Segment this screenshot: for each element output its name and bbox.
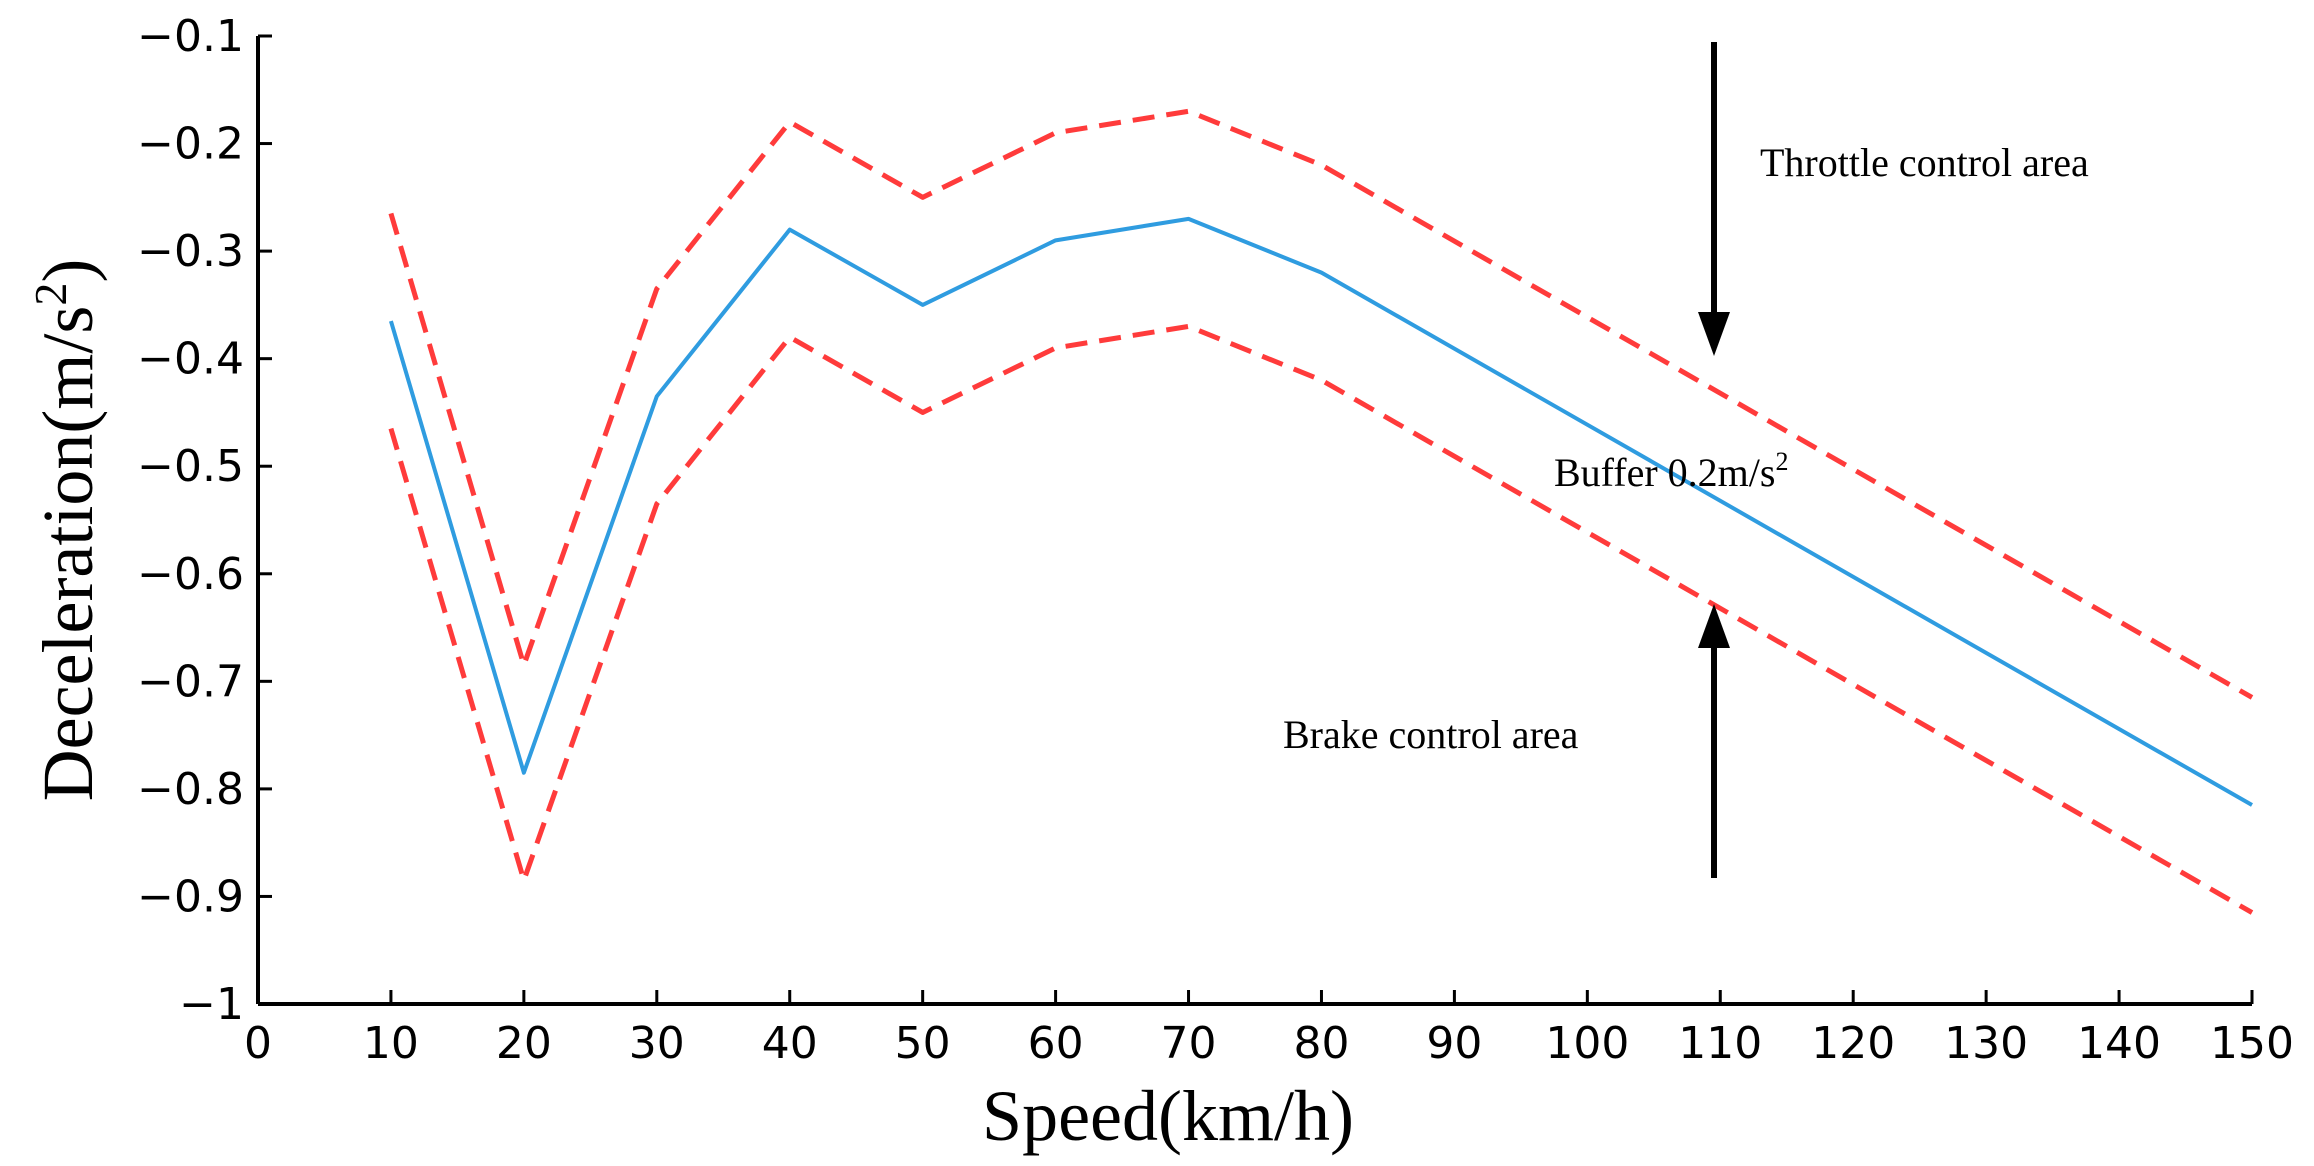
x-tick-label: 120: [1811, 1018, 1895, 1069]
x-tick-label: 130: [1944, 1018, 2028, 1069]
y-tick-label: −1: [179, 979, 244, 1030]
x-tick-label: 60: [1028, 1018, 1084, 1069]
throttle-arrow-icon: [1698, 42, 1730, 356]
brake-arrow-icon: [1698, 604, 1730, 878]
series-layer: [388, 108, 2254, 915]
buffer-label-text: Buffer 0.2m/s: [1554, 450, 1775, 495]
x-tick-label: 30: [629, 1018, 685, 1069]
y-axis-title-text: Deceleration(m/s: [28, 306, 108, 802]
y-tick-label: −0.9: [137, 871, 244, 922]
x-tick-label: 40: [762, 1018, 818, 1069]
x-tick-label: 0: [244, 1018, 272, 1069]
lower-bound-line: [388, 323, 2254, 915]
x-tick-label: 90: [1426, 1018, 1482, 1069]
y-axis-title-sup: 2: [25, 283, 76, 306]
y-axis-title: Deceleration(m/s2): [25, 259, 108, 802]
x-axis-title: Speed(km/h): [982, 1076, 1354, 1156]
x-tick-label: 20: [496, 1018, 552, 1069]
upper-bound-line: [388, 108, 2254, 700]
x-tick-label: 80: [1293, 1018, 1349, 1069]
y-tick-label: −0.2: [137, 119, 244, 170]
y-tick-label: −0.5: [137, 441, 244, 492]
y-tick-label: −0.4: [137, 334, 244, 385]
y-axis-title-close: ): [28, 259, 108, 283]
buffer-label: Buffer 0.2m/s2: [1554, 447, 1788, 495]
x-tick-label: 10: [363, 1018, 419, 1069]
buffer-label-sup: 2: [1775, 447, 1788, 476]
y-tick-label: −0.1: [137, 11, 244, 62]
target-deceleration-line: [389, 216, 2253, 807]
y-tick-label: −0.3: [137, 226, 244, 277]
x-tick-label: 50: [895, 1018, 951, 1069]
x-tick-label: 150: [2210, 1018, 2294, 1069]
throttle-area-label: Throttle control area: [1760, 140, 2089, 185]
axes: 0 10 20 30 40 50 60 70 80 90 100 110 120 130 140 150 −0.…: [137, 11, 2294, 1069]
x-tick-label: 100: [1545, 1018, 1629, 1069]
brake-area-label: Brake control area: [1283, 712, 1579, 757]
y-tick-label: −0.6: [137, 549, 244, 600]
x-tick-label: 110: [1678, 1018, 1762, 1069]
x-tick-label: 70: [1161, 1018, 1217, 1069]
x-tick-label: 140: [2077, 1018, 2161, 1069]
y-tick-label: −0.7: [137, 656, 244, 707]
y-tick-label: −0.8: [137, 764, 244, 815]
